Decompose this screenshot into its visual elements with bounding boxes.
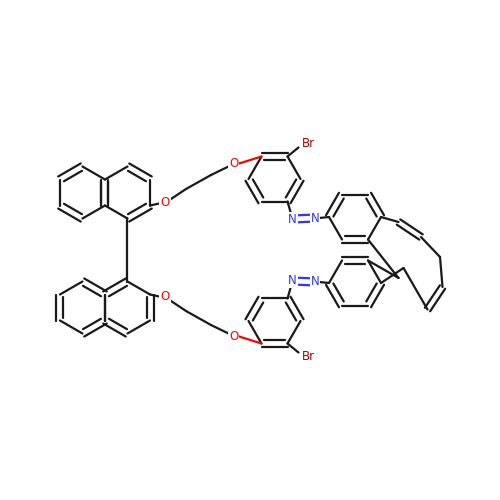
Text: O: O <box>229 330 238 342</box>
Text: O: O <box>229 158 238 170</box>
Text: O: O <box>160 196 170 209</box>
Text: Br: Br <box>302 138 315 150</box>
Text: N: N <box>310 212 320 224</box>
Text: N: N <box>288 212 297 226</box>
Text: O: O <box>160 290 170 304</box>
Text: N: N <box>288 274 297 287</box>
Text: Br: Br <box>302 350 315 362</box>
Text: N: N <box>310 276 320 288</box>
